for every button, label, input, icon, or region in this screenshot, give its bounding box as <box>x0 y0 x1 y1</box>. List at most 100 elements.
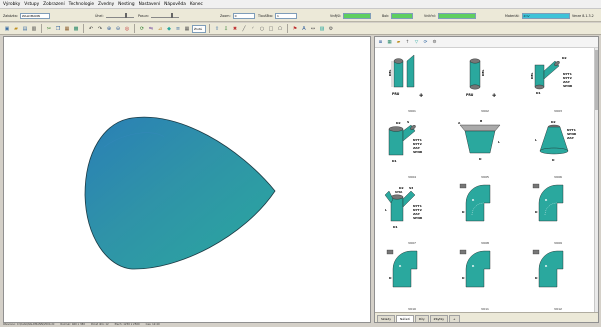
menu-item-napoveda[interactable]: Nápověda <box>164 1 186 7</box>
part-tile[interactable]: R D V009 <box>523 181 593 246</box>
part-tile[interactable]: DEL PRU ✚ V002 <box>450 49 520 114</box>
color-icon[interactable]: ◆ <box>167 25 171 32</box>
part-label: D <box>552 158 555 162</box>
library-scrollbar[interactable] <box>594 48 598 313</box>
status-file: Otevřeno: C:\Data\WALDMANN\V004.dil <box>3 323 55 326</box>
paste-icon[interactable]: ▦ <box>64 25 70 32</box>
settings-icon[interactable]: ⚙ <box>328 25 334 32</box>
menu-item-technologie[interactable]: Technologie <box>68 1 95 7</box>
part-label: L <box>535 138 537 142</box>
part-code: V001 <box>408 109 416 113</box>
uhel-slider[interactable] <box>105 12 134 18</box>
thumbnail-icon[interactable]: ▦ <box>387 39 392 45</box>
new-icon[interactable]: ▣ <box>4 25 10 32</box>
refresh-icon[interactable]: ⟳ <box>423 39 428 45</box>
dimension-icon[interactable]: ↔ <box>310 25 316 32</box>
flag-icon[interactable]: ⚑ <box>292 25 298 32</box>
part-tile[interactable]: R D V008 <box>450 181 520 246</box>
part-label: A <box>458 121 461 125</box>
zakazka-input[interactable]: WALDMANN <box>19 12 50 19</box>
text-icon[interactable]: A <box>302 25 306 32</box>
measure-icon[interactable]: ⊿ <box>157 25 163 32</box>
copy-icon[interactable]: ❐ <box>55 25 61 32</box>
filter-icon[interactable]: ▽ <box>414 39 419 45</box>
list-icon[interactable]: ≣ <box>378 39 383 45</box>
part-label: NYT2 <box>563 76 572 80</box>
part-tile[interactable]: R D V011 <box>450 247 520 312</box>
zoom-out-icon[interactable]: ⊖ <box>115 25 121 32</box>
toolbar-separator <box>287 24 288 33</box>
cut-icon[interactable]: ✂ <box>46 25 52 32</box>
vnitrni-color-input[interactable] <box>437 12 476 19</box>
bok-label: Bok: <box>382 13 390 18</box>
folder-icon[interactable]: ▰ <box>396 39 401 45</box>
open-icon[interactable]: ▰ <box>14 25 18 32</box>
menu-item-nesting[interactable]: Nesting <box>118 1 135 7</box>
export-icon[interactable]: ⇪ <box>214 25 220 32</box>
property-bar: Zakázka: WALDMANN Úhel: Posun: Zoom: 0 T… <box>0 9 601 22</box>
bok-color-input[interactable] <box>391 12 414 19</box>
part-label: ZAP <box>567 136 574 140</box>
part-tile[interactable]: A B L D V005 <box>450 115 520 180</box>
menu-item-vstupy[interactable]: Vstupy <box>24 1 40 7</box>
layer-icon[interactable]: ≡ <box>175 25 181 32</box>
library-toolbar: ≣ ▦ ▰ ↑ ▽ ⟳ ⚙ <box>375 37 598 48</box>
vnejsi-color-input[interactable] <box>343 12 372 19</box>
part-label: NYT2 <box>413 142 422 146</box>
tab-add[interactable]: + <box>449 315 460 322</box>
part-tile[interactable]: R D V012 <box>523 247 593 312</box>
arc-icon[interactable]: ◜ <box>252 25 254 32</box>
menu-item-vyrobky[interactable]: Výrobky <box>3 1 21 7</box>
main-toolbar: ▣ ▰ ▤ ▥ ✂ ❐ ▦ ▩ ↶ ↷ ⊕ ⊖ ◎ ⟳ ⇋ ⊿ ◆ ≡ ▦ Žl… <box>0 23 601 35</box>
delete-icon[interactable]: ✖ <box>232 25 238 32</box>
part-label: R <box>472 264 475 268</box>
tloustka-input[interactable]: 1 <box>275 12 298 19</box>
scrollbar-thumb[interactable] <box>595 50 598 110</box>
circle-icon[interactable]: ○ <box>259 25 265 32</box>
tab-naradi[interactable]: Nářadí <box>396 315 414 322</box>
tab-dily[interactable]: Díly <box>414 315 429 322</box>
part-label: D <box>462 276 465 280</box>
menu-item-konec[interactable]: Konec <box>189 1 203 7</box>
part-code: V008 <box>481 241 489 245</box>
rotate-icon[interactable]: ⟳ <box>139 25 145 32</box>
part-label: D2 <box>551 120 556 124</box>
undo-icon[interactable]: ↶ <box>88 25 94 32</box>
table-icon[interactable]: ▩ <box>73 25 79 32</box>
line-icon[interactable]: ╱ <box>242 25 246 32</box>
color-select[interactable]: Žlutá <box>192 24 206 33</box>
zoom-input[interactable]: 0 <box>232 12 255 19</box>
model-viewport[interactable] <box>3 36 371 323</box>
save-icon[interactable]: ▤ <box>22 25 28 32</box>
redo-icon[interactable]: ↷ <box>97 25 103 32</box>
polygon-icon[interactable]: ⬠ <box>277 25 283 32</box>
zoom-fit-icon[interactable]: ◎ <box>124 25 130 32</box>
menu-item-nastaveni[interactable]: Nastavení <box>138 1 161 7</box>
part-label: D <box>479 157 482 161</box>
part-tile[interactable]: DEL PRU ✚ V001 <box>377 49 447 114</box>
part-label: D1 <box>393 225 398 229</box>
menu-item-zobrazeni[interactable]: Zobrazení <box>43 1 65 7</box>
library-settings-icon[interactable]: ⚙ <box>432 39 437 45</box>
posun-slider[interactable] <box>150 12 179 18</box>
part-tile[interactable]: R D V010 <box>377 247 447 312</box>
rectangle-icon[interactable]: □ <box>268 25 274 32</box>
part-tile[interactable]: D2 UHA S3 L D1 NYT1 NYT2 ZAP SPNR V007 <box>377 181 447 246</box>
menu-item-zvedny[interactable]: Zvedny <box>98 1 115 7</box>
mirror-icon[interactable]: ⇋ <box>148 25 154 32</box>
part-tile[interactable]: D2 DEL D1 NYT1 NYT2 ZAP SPNR V003 <box>523 49 593 114</box>
print-icon[interactable]: ▥ <box>31 25 37 32</box>
part-label: S3 <box>409 186 413 190</box>
fill-icon[interactable]: ▨ <box>319 25 325 32</box>
tab-sklady[interactable]: Sklady <box>377 315 395 322</box>
tab-zbytky[interactable]: Zbytky <box>429 315 448 322</box>
import-icon[interactable]: ⇩ <box>223 25 229 32</box>
part-tile[interactable]: D2 S D1 NYT1 NYT2 ZAP SPNR V004 <box>377 115 447 180</box>
status-bar: Otevřeno: C:\Data\WALDMANN\V004.dil Rozm… <box>0 323 601 327</box>
part-tile[interactable]: D2 NYT1 SPNR ZAP L D V006 <box>523 115 593 180</box>
up-icon[interactable]: ↑ <box>405 39 410 45</box>
zoom-in-icon[interactable]: ⊕ <box>106 25 112 32</box>
part-label: D <box>535 276 538 280</box>
grid-icon[interactable]: ▦ <box>184 25 190 32</box>
material-select[interactable]: ZnV <box>521 12 570 19</box>
